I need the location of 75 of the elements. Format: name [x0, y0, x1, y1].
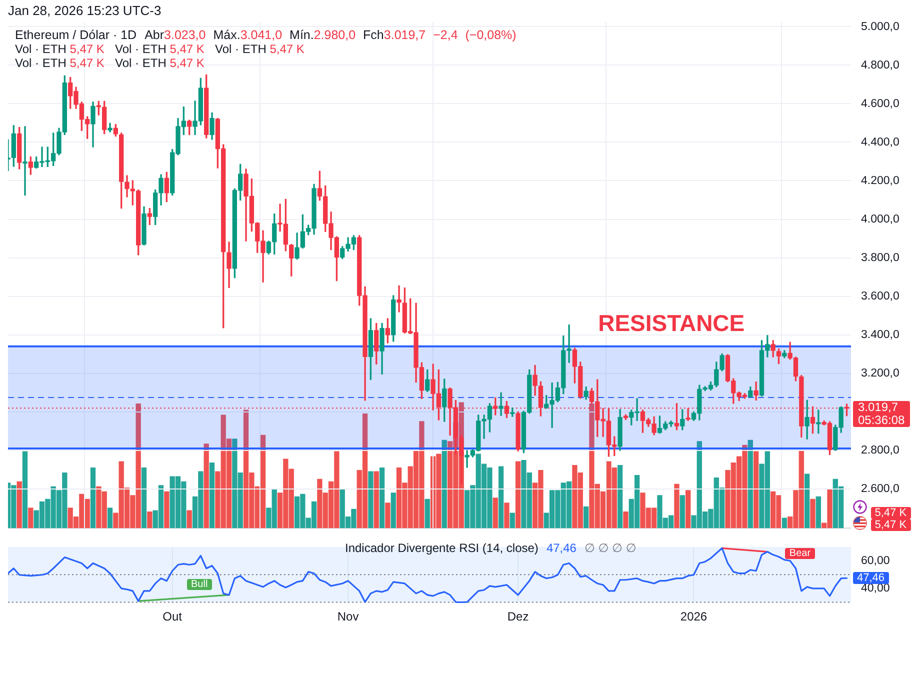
x-tick-label: Nov — [337, 610, 359, 624]
bar — [204, 444, 209, 528]
bar — [368, 471, 374, 528]
annotation: Bear — [785, 548, 815, 559]
y-tick-label: 3.600,0 — [861, 290, 900, 303]
bar — [90, 468, 96, 528]
bar — [164, 491, 170, 528]
bar — [583, 506, 589, 528]
bar — [617, 465, 623, 528]
y-tick-label: 5.000,0 — [861, 20, 900, 33]
x-tick-label: Out — [162, 610, 183, 624]
annotation: 5,47 K — [870, 506, 911, 519]
candlestick — [22, 126, 28, 196]
annotation: Vol · ETH 5,47 K — [15, 42, 104, 56]
bar — [753, 451, 759, 528]
text: Ethereum / Dólar · 1D — [15, 28, 137, 42]
bar — [623, 511, 628, 528]
candlestick — [498, 392, 504, 416]
bar — [424, 498, 430, 528]
bar — [492, 498, 498, 528]
candlestick — [396, 285, 402, 312]
y-tick-label: 3.200,0 — [861, 368, 900, 380]
y-tick-label: 40,00 — [861, 582, 890, 595]
annotation: Vol · ETH 5,47 K — [115, 42, 204, 56]
bar — [804, 474, 810, 528]
bar — [147, 511, 152, 528]
annotation: Vol · ETH 5,47 K — [15, 56, 104, 70]
y-tick-label: 4.200,0 — [861, 174, 900, 187]
y-tick-label: 60,00 — [861, 554, 890, 567]
bar — [685, 490, 691, 528]
bar — [442, 440, 447, 528]
text: Jan 28, 2026 15:23 UTC-3 — [8, 3, 162, 18]
annotation: Bull — [187, 578, 212, 590]
annotation: Vol · ETH 5,47 K — [115, 56, 204, 70]
bar — [782, 518, 787, 528]
bar — [379, 468, 385, 528]
bar — [107, 508, 113, 528]
bar — [680, 495, 685, 528]
x-tick-label: 2026 — [680, 610, 708, 624]
bar — [515, 461, 521, 528]
y-tick-label: 2.800,0 — [861, 444, 900, 457]
y-tick-label: 3.400,0 — [861, 329, 900, 342]
bar — [510, 512, 515, 528]
bar — [385, 502, 390, 528]
bar — [816, 496, 821, 528]
bar — [16, 481, 22, 528]
bar — [22, 451, 28, 528]
bar — [28, 508, 34, 528]
y-tick-label: 4.400,0 — [861, 136, 900, 148]
annotation: 5,47 K — [870, 519, 911, 532]
annotation: Vol · ETH 5,47 K — [215, 42, 304, 56]
annotation: 47,46 — [546, 541, 576, 555]
y-tick-label: 4.000,0 — [861, 213, 900, 226]
bar — [748, 440, 753, 528]
bar — [810, 498, 816, 528]
annotation: ∅ ∅ ∅ ∅ — [584, 541, 636, 555]
text: Abr3.023,0 Máx.3.041,0 Mín.2.980,0 Fch3.019,7 −2,4 (−0,08%) — [144, 28, 516, 42]
x-tick-label: Dez — [507, 610, 529, 624]
candlestick — [804, 400, 810, 440]
y-tick-label: 4.600,0 — [861, 98, 900, 110]
bar — [209, 462, 215, 528]
bar — [186, 510, 192, 528]
chart-title: Indicador Divergente RSI (14, close) — [345, 541, 538, 555]
y-tick-label: 3.800,0 — [861, 252, 900, 264]
bar — [504, 502, 510, 528]
bar — [374, 471, 379, 528]
bar — [141, 468, 147, 528]
y-tick-label: 4.800,0 — [861, 59, 900, 72]
ref-line-label: 3.019,7 05:36:08 — [853, 400, 910, 428]
data-label: 47,46 — [853, 572, 889, 584]
bar — [390, 492, 396, 528]
bar — [674, 484, 680, 528]
bar — [498, 466, 504, 528]
y-tick-label: 2.600,0 — [861, 483, 900, 496]
band-label: RESISTANCE — [598, 310, 745, 336]
